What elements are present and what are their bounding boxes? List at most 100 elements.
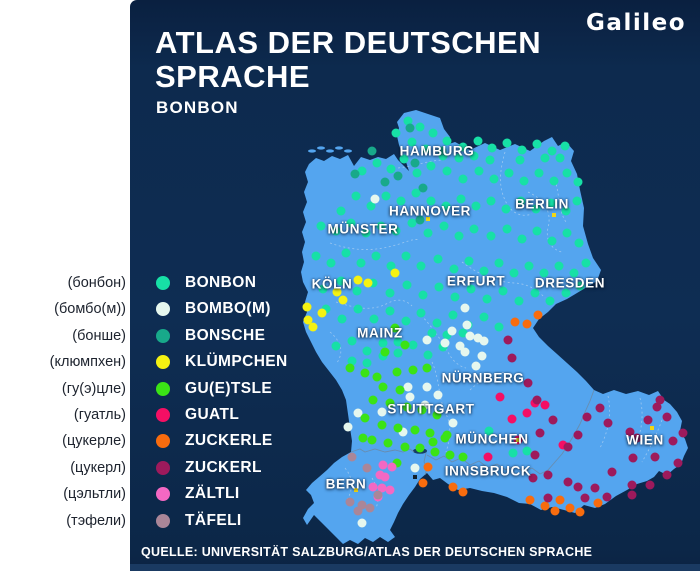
- map-dot: [456, 194, 466, 204]
- map-dot: [341, 248, 351, 258]
- map-dot: [377, 483, 387, 493]
- map-dot: [391, 128, 401, 138]
- map-dot: [509, 268, 519, 278]
- map-dot: [390, 323, 400, 333]
- map-dot: [507, 353, 517, 363]
- legend-label: TÄFELI: [185, 511, 242, 529]
- map-dot: [420, 400, 430, 410]
- map-dot: [448, 482, 458, 492]
- map-dot: [561, 206, 571, 216]
- map-dot: [454, 153, 464, 163]
- map-dot: [525, 495, 535, 505]
- map-dot: [531, 204, 541, 214]
- cyrillic-label: (тэфели): [66, 512, 126, 529]
- map-dot: [582, 412, 592, 422]
- map-dot: [483, 452, 493, 462]
- map-dot: [377, 407, 387, 417]
- map-dot: [554, 261, 564, 271]
- city-label-wien: WIEN: [626, 432, 664, 448]
- map-dot: [392, 367, 402, 377]
- map-dot: [469, 224, 479, 234]
- map-dot: [561, 288, 571, 298]
- map-dot: [366, 201, 376, 211]
- map-dot: [486, 196, 496, 206]
- map-dot: [367, 146, 377, 156]
- city-label-berlin: BERLIN: [515, 196, 569, 212]
- map-dot: [343, 422, 353, 432]
- legend-item-tfeli: TÄFELI: [156, 511, 288, 529]
- map-dot: [515, 155, 525, 165]
- map-dot: [367, 435, 377, 445]
- map-dot: [485, 155, 495, 165]
- map-dot: [540, 400, 550, 410]
- map-dot: [569, 268, 579, 278]
- map-dot: [410, 158, 420, 168]
- legend-item-zuckerl: ZUCKERL: [156, 459, 288, 476]
- legend-item-guatl: GUATL: [156, 406, 288, 423]
- map-dot: [373, 490, 383, 500]
- map-dot: [562, 168, 572, 178]
- city-label-erfurt: ERFURT: [446, 273, 506, 289]
- map-dot: [487, 143, 497, 153]
- map-dot: [473, 136, 483, 146]
- map-dot: [351, 191, 361, 201]
- map-dot: [380, 472, 390, 482]
- map-dot: [523, 378, 533, 388]
- legend-color-dot: [156, 487, 170, 502]
- map-dot: [387, 462, 397, 472]
- map-dot: [415, 122, 425, 132]
- map-dot: [442, 166, 452, 176]
- map-dot: [326, 258, 336, 268]
- map-dot: [380, 177, 390, 187]
- map-dot: [479, 312, 489, 322]
- city-marker: [413, 475, 417, 479]
- map-dot: [625, 427, 635, 437]
- map-dot: [440, 338, 450, 348]
- map-dot: [316, 221, 326, 231]
- map-dot: [426, 196, 436, 206]
- map-dot: [368, 482, 378, 492]
- map-dot: [365, 503, 375, 513]
- map-dot: [508, 448, 518, 458]
- map-dot: [390, 268, 400, 278]
- map-dot: [395, 385, 405, 395]
- map-dot: [590, 483, 600, 493]
- map-dot: [627, 480, 637, 490]
- legend-label: ZUCKERLE: [185, 432, 273, 450]
- map-dot: [458, 328, 468, 338]
- title-line1: ATLAS DER DEUTSCHEN: [155, 25, 542, 60]
- map-dot: [494, 258, 504, 268]
- map-dot: [422, 363, 432, 373]
- map-dot: [540, 501, 550, 511]
- cyrillic-label: (цукерле): [62, 433, 126, 450]
- map-dot: [357, 500, 367, 510]
- cyrillic-label: (бонбон): [67, 275, 126, 291]
- map-dot: [519, 176, 529, 186]
- map-dot: [378, 460, 388, 470]
- map-dot: [575, 281, 585, 291]
- map-dot: [574, 238, 584, 248]
- map-dot: [386, 261, 396, 271]
- map-dot: [386, 164, 396, 174]
- city-marker: [552, 213, 556, 217]
- map-dot: [607, 467, 617, 477]
- map-dot: [533, 310, 543, 320]
- map-dot: [430, 447, 440, 457]
- map-dot: [433, 390, 443, 400]
- map-dot: [507, 414, 517, 424]
- map-dot: [489, 174, 499, 184]
- map-dot: [336, 206, 346, 216]
- map-dot: [441, 201, 451, 211]
- map-dot: [502, 138, 512, 148]
- map-dot: [627, 490, 637, 500]
- map-dot: [562, 228, 572, 238]
- map-dot: [401, 316, 411, 326]
- map-dot: [458, 142, 468, 152]
- map-dot: [494, 322, 504, 332]
- map-dot: [407, 218, 417, 228]
- map-dot: [442, 136, 452, 146]
- map-dot: [502, 224, 512, 234]
- map-dot: [573, 430, 583, 440]
- city-label-hannover: HANNOVER: [388, 203, 472, 219]
- map-dot: [350, 169, 360, 179]
